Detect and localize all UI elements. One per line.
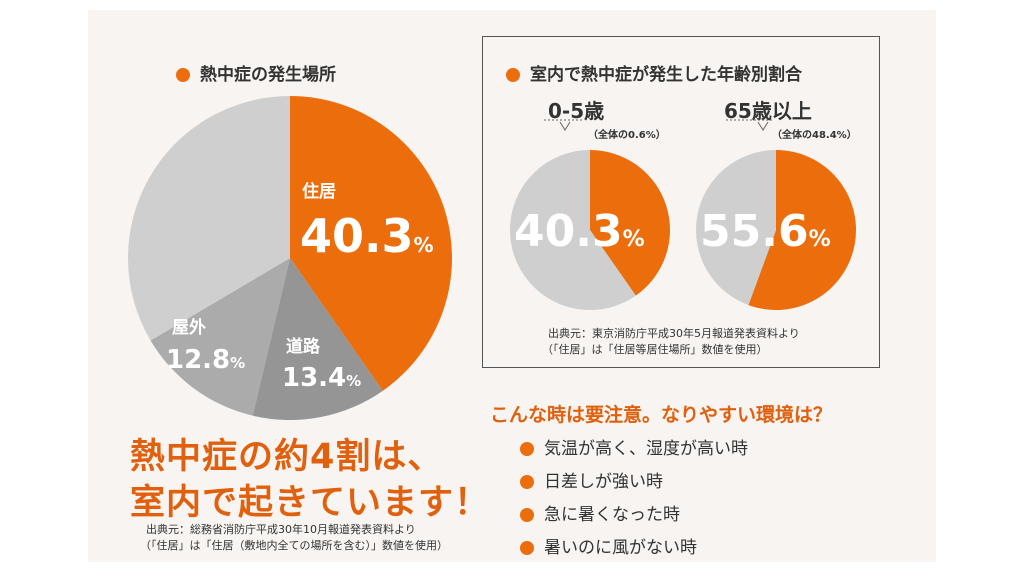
right-source-line-2: （「住居」は「住居等居住場所」数値を使用） bbox=[542, 343, 768, 356]
pie-slice-2 bbox=[150, 258, 290, 416]
bullet-dot-icon bbox=[520, 475, 534, 489]
left-source: 出典元：総務省消防庁平成30年10月報道発表資料より （「住居」は「住居（敷地内… bbox=[140, 522, 448, 554]
pie-slice-highlight bbox=[590, 150, 670, 296]
tip-item: 日差しが強い時 bbox=[520, 467, 663, 492]
pointer-bracket-icon bbox=[726, 119, 772, 131]
bullet-dot-icon bbox=[520, 508, 534, 522]
right-section-title: 室内で熱中症が発生した年齢別割合 bbox=[506, 60, 802, 85]
pie-value: 40.3% bbox=[514, 206, 645, 257]
bullet-dot-icon bbox=[506, 68, 520, 82]
age-pie-65-plus: 55.6% bbox=[696, 150, 856, 310]
slice-label: 道路 bbox=[286, 336, 321, 357]
pie-slice-1 bbox=[252, 258, 383, 420]
slice-label: 住居 bbox=[302, 181, 336, 202]
tip-item: 気温が高く、湿度が高い時 bbox=[520, 434, 748, 459]
left-section-title: 熱中症の発生場所 bbox=[176, 60, 336, 85]
bullet-dot-icon bbox=[520, 442, 534, 456]
bullet-dot-icon bbox=[176, 68, 190, 82]
right-source-line-1: 出典元：東京消防庁平成30年5月報道発表資料より bbox=[548, 327, 800, 340]
tip-text: 暑いのに風がない時 bbox=[544, 538, 697, 558]
slice-value: 40.3% bbox=[300, 209, 434, 263]
pie-value: 55.6% bbox=[700, 206, 831, 257]
right-title-text: 室内で熱中症が発生した年齢別割合 bbox=[530, 65, 802, 85]
pie-slice-rest bbox=[696, 150, 776, 306]
age-label-65-plus: 65歳以上 bbox=[724, 99, 812, 123]
tip-item: 暑いのに風がない時 bbox=[520, 533, 697, 558]
tip-text: 気温が高く、湿度が高い時 bbox=[544, 439, 748, 459]
pie-slice-0 bbox=[290, 96, 453, 391]
left-source-line-2: （「住居」は「住居（敷地内全ての場所を含む）」数値を使用） bbox=[140, 539, 448, 552]
right-source: 出典元：東京消防庁平成30年5月報道発表資料より （「住居」は「住居等居住場所」… bbox=[542, 326, 800, 358]
slice-value: 12.8% bbox=[166, 345, 245, 375]
location-pie-chart: 住居 40.3% 道路 13.4% 屋外 12.8% bbox=[128, 96, 453, 420]
left-title-text: 熱中症の発生場所 bbox=[200, 65, 336, 85]
age-sublabel-65-plus: （全体の48.4%） bbox=[772, 130, 857, 141]
slice-label: 屋外 bbox=[172, 317, 206, 338]
main-caption: 熱中症の約4割は、 室内で起きています！ bbox=[130, 434, 490, 526]
left-source-line-1: 出典元：総務省消防庁平成30年10月報道発表資料より bbox=[146, 523, 416, 536]
age-label-0-5: 0-5歳 bbox=[548, 99, 605, 123]
tip-text: 急に暑くなった時 bbox=[544, 505, 680, 525]
pie-slice-3 bbox=[128, 96, 290, 341]
pointer-bracket-icon bbox=[544, 119, 584, 131]
age-pie-0-5: 40.3% bbox=[510, 150, 670, 310]
caption-line-2: 室内で起きています！ bbox=[130, 483, 491, 523]
tip-item: 急に暑くなった時 bbox=[520, 500, 680, 525]
caption-line-1: 熱中症の約4割は、 bbox=[130, 437, 444, 477]
age-sublabel-0-5: （全体の0.6%） bbox=[588, 130, 666, 141]
pie-slice-highlight bbox=[748, 150, 856, 310]
tips-heading: こんな時は要注意。なりやすい環境は？ bbox=[490, 404, 833, 426]
tip-text: 日差しが強い時 bbox=[544, 472, 663, 492]
pie-slice-rest bbox=[510, 150, 636, 310]
bullet-dot-icon bbox=[520, 541, 534, 555]
slice-value: 13.4% bbox=[282, 363, 361, 393]
